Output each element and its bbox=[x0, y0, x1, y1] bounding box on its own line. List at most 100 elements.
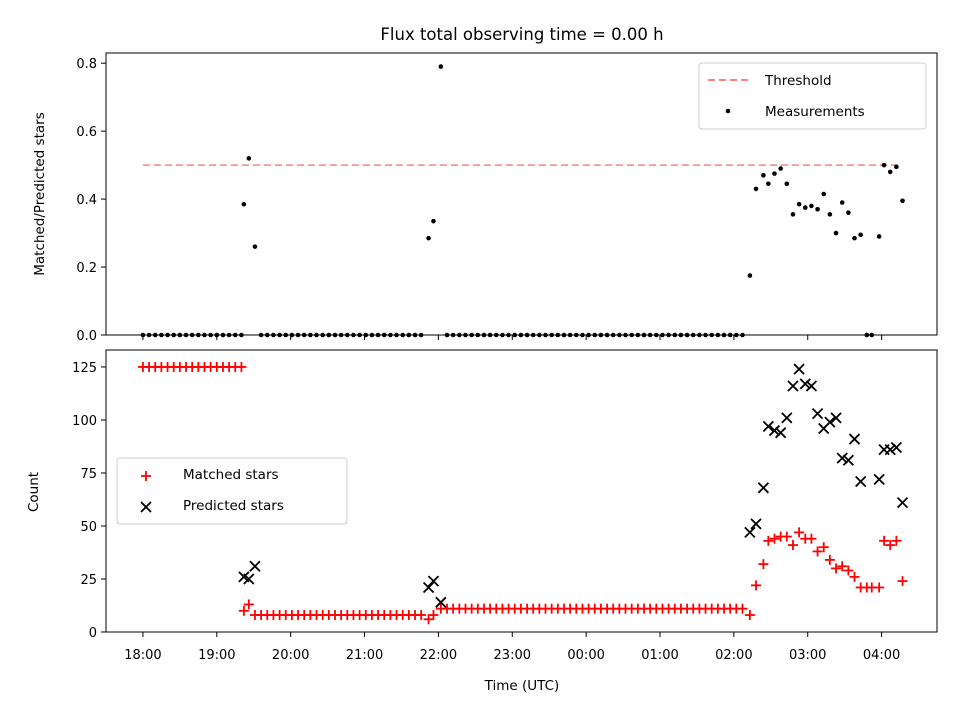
y-tick-label: 100 bbox=[72, 414, 97, 429]
matched-star-point bbox=[831, 563, 842, 574]
legend-predicted-marker bbox=[140, 501, 152, 513]
measurement-point bbox=[426, 235, 431, 241]
x-axis-label: Time (UTC) bbox=[484, 678, 560, 694]
x-tick-label: 20:00 bbox=[272, 648, 309, 663]
matched-star-point bbox=[763, 535, 774, 546]
predicted-star-point bbox=[824, 416, 836, 428]
y-tick-label: 0.4 bbox=[76, 193, 97, 208]
bottom-plot-frame bbox=[105, 349, 938, 633]
measurement-point bbox=[753, 186, 759, 192]
matched-star-point bbox=[744, 610, 755, 621]
x-tick-label: 19:00 bbox=[198, 648, 235, 663]
top-legend: Threshold Measurements bbox=[698, 62, 927, 130]
x-tick-label: 04:00 bbox=[863, 648, 900, 663]
top-y-axis-label: Matched/Predicted stars bbox=[32, 112, 48, 275]
matched-star-point bbox=[885, 540, 896, 551]
measurement-point bbox=[772, 171, 777, 176]
measurement-point bbox=[900, 198, 905, 204]
y-tick-label: 0.8 bbox=[76, 57, 97, 72]
measurement-point bbox=[784, 181, 790, 187]
matched-star-point bbox=[751, 580, 762, 591]
measurement-point bbox=[790, 212, 796, 217]
matched-star-point bbox=[794, 527, 805, 538]
chart-title: Flux total observing time = 0.00 h bbox=[380, 25, 663, 44]
y-tick-label: 25 bbox=[80, 573, 97, 588]
y-tick-label: 125 bbox=[72, 361, 97, 376]
y-tick-label: 0.0 bbox=[76, 329, 97, 344]
predicted-star-point bbox=[836, 452, 848, 464]
predicted-star-point bbox=[757, 482, 770, 494]
measurement-point bbox=[802, 205, 808, 210]
measurement-point bbox=[876, 234, 882, 239]
measurement-point bbox=[852, 235, 857, 241]
predicted-star-point bbox=[775, 427, 787, 439]
measurement-point bbox=[241, 201, 247, 207]
matched-star-point bbox=[812, 546, 823, 557]
x-tick-label: 23:00 bbox=[494, 648, 531, 663]
matched-star-point bbox=[238, 605, 249, 616]
x-tick-label: 03:00 bbox=[789, 648, 826, 663]
measurement-point bbox=[815, 206, 820, 212]
matched-star-point bbox=[837, 561, 848, 572]
matched-star-point bbox=[891, 535, 902, 546]
predicted-star-point bbox=[842, 454, 854, 466]
predicted-star-point bbox=[811, 407, 824, 420]
matched-star-point bbox=[781, 531, 792, 542]
legend-measurements-marker bbox=[725, 108, 731, 114]
measurement-point bbox=[881, 162, 887, 168]
measurement-point bbox=[796, 201, 802, 207]
predicted-star-point bbox=[787, 380, 799, 392]
legend-measurements-label: Measurements bbox=[765, 104, 865, 120]
measurement-point bbox=[438, 64, 444, 69]
predicted-star-point bbox=[427, 575, 440, 587]
measurement-point bbox=[887, 169, 893, 175]
matched-star-point bbox=[874, 582, 885, 593]
predicted-star-point bbox=[744, 526, 756, 538]
bottom-x-axis: 18:00 19:00 20:00 21:00 22:00 23:00 00:00 01:00… bbox=[124, 632, 900, 663]
matched-star-point bbox=[236, 361, 247, 372]
matched-star-point bbox=[769, 533, 780, 544]
x-tick-label: 22:00 bbox=[420, 648, 457, 663]
predicted-star-point bbox=[762, 420, 774, 432]
matched-stars-series bbox=[137, 361, 908, 625]
matched-star-point bbox=[737, 603, 748, 614]
x-tick-label: 00:00 bbox=[567, 648, 604, 663]
y-tick-label: 0.2 bbox=[76, 261, 97, 276]
predicted-star-point bbox=[884, 444, 896, 456]
predicted-star-point bbox=[435, 596, 447, 608]
predicted-star-point bbox=[768, 424, 781, 437]
predicted-star-point bbox=[890, 441, 903, 454]
top-y-axis: 0.0 0.2 0.4 0.6 0.8 bbox=[76, 57, 106, 344]
predicted-star-point bbox=[848, 433, 861, 445]
predicted-star-point bbox=[873, 473, 885, 485]
matched-star-point bbox=[428, 610, 439, 621]
matched-star-point bbox=[849, 571, 860, 582]
predicted-stars-series bbox=[238, 363, 909, 608]
bottom-y-axis: 0 25 50 75 100 125 bbox=[72, 361, 106, 641]
legend-matched-label: Matched stars bbox=[183, 467, 279, 483]
x-tick-label: 21:00 bbox=[346, 648, 383, 663]
measurement-point bbox=[827, 212, 833, 217]
legend-matched-marker bbox=[141, 471, 151, 481]
predicted-star-point bbox=[799, 378, 811, 390]
measurement-point bbox=[431, 218, 436, 224]
matched-star-point bbox=[818, 542, 829, 553]
predicted-star-point bbox=[805, 380, 818, 392]
x-tick-label: 01:00 bbox=[641, 648, 678, 663]
bottom-y-axis-label: Count bbox=[26, 472, 42, 512]
top-plot-frame bbox=[105, 52, 938, 336]
measurement-point bbox=[833, 230, 839, 236]
predicted-star-point bbox=[896, 497, 909, 509]
measurement-point bbox=[809, 203, 814, 209]
matched-star-point bbox=[787, 540, 798, 551]
predicted-star-point bbox=[855, 475, 867, 488]
matched-star-point bbox=[423, 614, 434, 625]
measurement-point bbox=[778, 166, 783, 171]
predicted-star-point bbox=[422, 581, 435, 594]
measurement-point bbox=[747, 273, 753, 278]
x-tick-label: 18:00 bbox=[124, 648, 161, 663]
y-tick-label: 0 bbox=[89, 626, 97, 641]
legend-threshold-label: Threshold bbox=[764, 73, 832, 89]
matched-star-point bbox=[806, 533, 817, 544]
